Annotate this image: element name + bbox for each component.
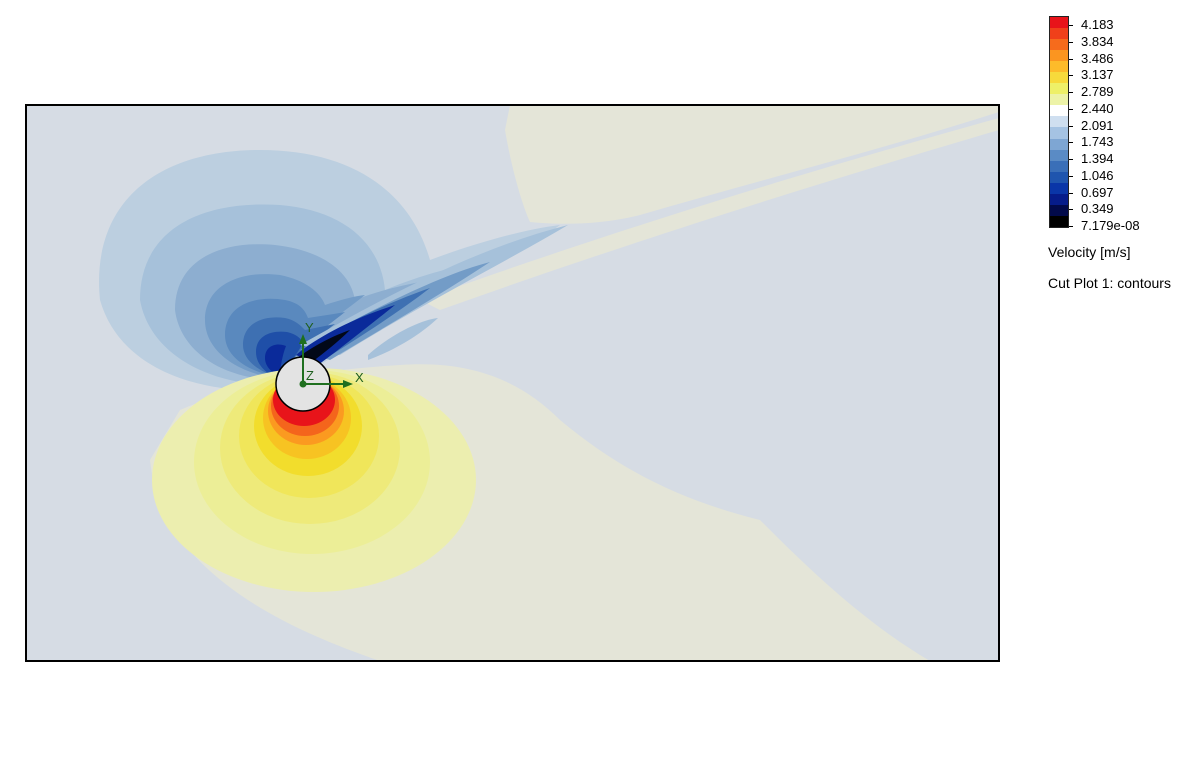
legend-tick-label: 3.486 — [1081, 50, 1114, 66]
contour-shear-core — [300, 330, 350, 362]
legend-color-segment — [1050, 105, 1068, 117]
legend-color-segment — [1050, 160, 1068, 172]
origin-dot — [299, 380, 307, 388]
legend-tick-label: 2.440 — [1081, 100, 1114, 116]
y-arrow-head — [299, 334, 307, 344]
legend-color-segment — [1050, 182, 1068, 194]
legend-color-segment — [1050, 61, 1068, 73]
legend-tick-mark — [1069, 75, 1073, 77]
legend-tick-mark — [1069, 142, 1073, 144]
x-axis-label: X — [355, 370, 364, 385]
legend-tick-mark — [1069, 226, 1073, 227]
z-axis-label: Z — [306, 368, 314, 383]
legend-tick-label: 0.349 — [1081, 201, 1114, 217]
legend-tick-mark — [1069, 108, 1073, 110]
contour-wake-streak — [420, 118, 999, 310]
legend-tick-mark — [1069, 41, 1073, 43]
legend-color-segment — [1050, 204, 1068, 216]
legend-color-segment — [1050, 215, 1068, 227]
legend-tick-label: 0.697 — [1081, 184, 1114, 200]
velocity-field — [26, 105, 999, 661]
legend-color-segment — [1050, 28, 1068, 40]
legend-tick-label: 7.179e-08 — [1081, 218, 1140, 233]
legend-color-segment — [1050, 171, 1068, 183]
contour-upper-8 — [265, 344, 286, 376]
legend-tick-mark — [1069, 209, 1073, 211]
legend-tick-label: 2.789 — [1081, 84, 1114, 99]
color-legend: 4.183 3.834 3.486 3.137 2.789 2.440 2.091 1.743… — [1040, 14, 1190, 314]
legend-tick-label: 1.394 — [1081, 151, 1114, 166]
legend-color-segment — [1050, 83, 1068, 95]
legend-color-segment — [1050, 50, 1068, 62]
legend-color-segment — [1050, 149, 1068, 161]
contour-detached-streak — [368, 318, 438, 360]
legend-color-segment — [1050, 39, 1068, 51]
legend-color-segment — [1050, 72, 1068, 84]
y-axis-label: Y — [305, 320, 314, 335]
legend-title: Velocity [m/s] — [1048, 244, 1131, 260]
legend-color-segment — [1050, 116, 1068, 128]
legend-tick-mark — [1069, 125, 1073, 127]
legend-tick-mark — [1069, 175, 1073, 177]
legend-color-segment — [1050, 17, 1068, 29]
contour-upper-wake — [505, 105, 999, 224]
legend-color-bar — [1049, 16, 1069, 228]
legend-tick-label: 4.183 — [1081, 17, 1114, 32]
legend-tick-label: 3.834 — [1081, 33, 1114, 49]
x-arrow-head — [343, 380, 353, 388]
legend-tick-mark — [1069, 58, 1073, 60]
legend-subtitle: Cut Plot 1: contours — [1048, 275, 1171, 291]
legend-tick-mark — [1069, 192, 1073, 194]
legend-color-segment — [1050, 138, 1068, 150]
legend-tick-label: 1.046 — [1081, 167, 1114, 183]
legend-tick-label: 3.137 — [1081, 67, 1114, 83]
legend-tick-mark — [1069, 159, 1073, 160]
axis-triad: X Y Z — [299, 320, 364, 388]
legend-tick-mark — [1069, 92, 1073, 93]
legend-color-segment — [1050, 193, 1068, 205]
legend-tick-mark — [1069, 25, 1073, 26]
legend-color-segment — [1050, 94, 1068, 106]
legend-color-segment — [1050, 127, 1068, 139]
legend-tick-label: 2.091 — [1081, 117, 1114, 133]
legend-tick-label: 1.743 — [1081, 134, 1114, 150]
domain-frame — [25, 104, 1000, 662]
